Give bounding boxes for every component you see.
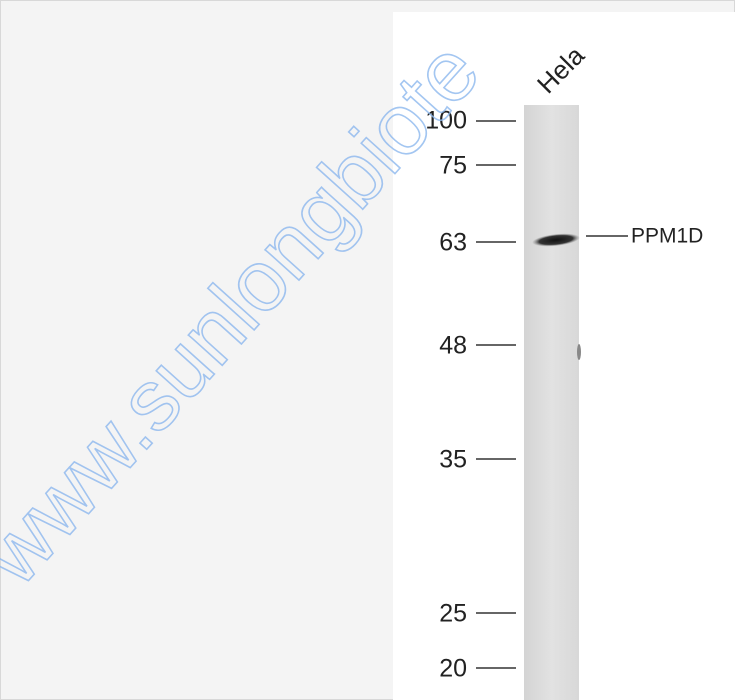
western-blot-figure: Hela 100 75 63 48 35 25 20 PPM1D www.sun… [0,0,735,700]
page: {"figure": {"lane_label": "Hela", "marke… [0,0,735,700]
band-label: PPM1D [631,225,703,248]
marker-label: 63 [439,229,467,257]
marker-label: 25 [439,600,467,628]
marker-label: 75 [439,152,467,180]
marker-label: 48 [439,332,467,360]
lane [524,105,579,700]
marker-label: 35 [439,446,467,474]
marker-label: 20 [439,655,467,683]
artifact [577,344,581,360]
